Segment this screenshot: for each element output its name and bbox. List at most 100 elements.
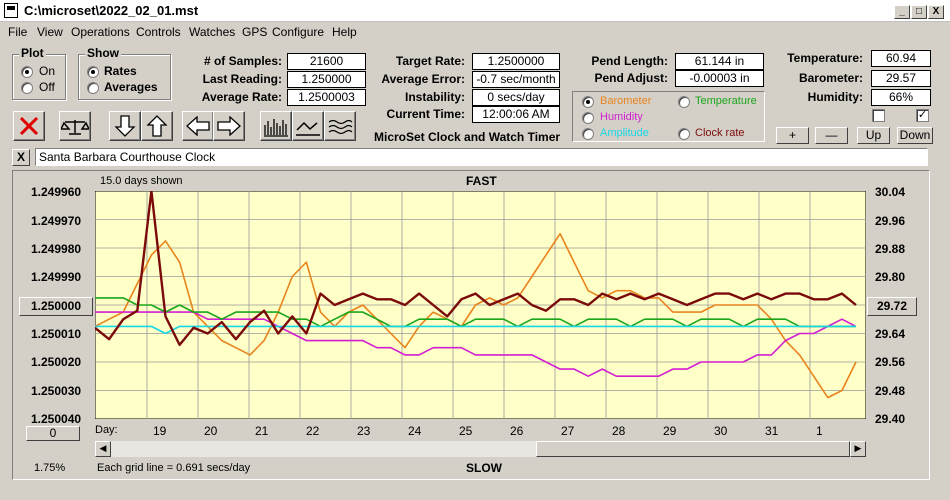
arrow-down-icon [114, 115, 136, 137]
days-shown-label: 15.0 days shown [100, 175, 183, 187]
x-tick-label: 27 [561, 424, 575, 438]
temperature-field: 60.94 [871, 50, 931, 67]
plot-off-label: Off [39, 80, 55, 94]
left-tick-2: 1.249980 [31, 242, 82, 256]
app-icon[interactable] [4, 3, 18, 18]
amplitude-radio[interactable] [582, 128, 594, 140]
right-tick-6: 29.56 [875, 355, 906, 369]
show-group-title: Show [85, 46, 121, 60]
plot-on-radio[interactable] [21, 66, 33, 78]
series-select-box: Barometer Temperature Humidity Amplitude… [572, 91, 765, 142]
menu-configure[interactable]: Configure [272, 25, 325, 39]
down-arrow-button[interactable] [109, 111, 141, 141]
balance-button[interactable] [59, 111, 91, 141]
chart-scrollbar[interactable]: ◀ ▶ [95, 441, 866, 457]
title-bar: C:\microset\2022_02_01.mst _ □ X [0, 0, 950, 22]
series-line-temperature [95, 297, 856, 328]
menu-controls[interactable]: Controls [136, 25, 181, 39]
up-button[interactable]: Up [857, 127, 890, 144]
balance-icon [61, 120, 89, 135]
left-tick-3: 1.249990 [31, 270, 82, 284]
bar-graph-icon [264, 119, 288, 137]
series-line-clock-rate [95, 191, 857, 347]
rate-chart[interactable] [95, 191, 866, 419]
pend-adjust-field: -0.00003 in [675, 70, 764, 87]
delete-button[interactable] [13, 111, 45, 141]
clock-name-field[interactable]: Santa Barbara Courthouse Clock [35, 148, 928, 166]
option-checkbox-1[interactable] [872, 109, 885, 122]
x-tick-label: 1 [816, 424, 823, 438]
humidity-radio[interactable] [582, 112, 594, 124]
right-center-button[interactable]: 29.72 [867, 297, 917, 316]
maximize-button[interactable]: □ [911, 5, 927, 19]
plot-group: Plot On Off [12, 46, 66, 100]
temperature-label: Temperature: [787, 51, 863, 65]
menu-help[interactable]: Help [332, 25, 357, 39]
minimize-button[interactable]: _ [894, 5, 910, 19]
wave-icon [328, 119, 353, 135]
humidity-option-label: Humidity [600, 111, 643, 123]
average-rate-field: 1.2500003 [287, 89, 366, 106]
app-caption: MicroSet Clock and Watch Timer [374, 130, 561, 144]
menu-file[interactable]: File [8, 25, 28, 39]
down-button[interactable]: Down [897, 127, 933, 144]
left-center-button[interactable]: 1.250000 [19, 297, 93, 316]
last-reading-field: 1.250000 [287, 71, 366, 88]
option-checkbox-2[interactable]: ✓ [916, 109, 929, 122]
barometer-radio[interactable] [582, 96, 594, 108]
average-error-field: -0.7 sec/month [472, 71, 560, 88]
temperature-radio[interactable] [678, 96, 690, 108]
instability-field: 0 secs/day [472, 89, 560, 106]
barometer-field: 29.57 [871, 70, 931, 87]
arrow-right-icon [217, 116, 241, 136]
menu-operations[interactable]: Operations [71, 25, 130, 39]
right-tick-2: 29.88 [875, 242, 906, 256]
scroll-right-button[interactable]: ▶ [850, 441, 866, 457]
clear-clock-button[interactable]: X [12, 149, 30, 166]
series-line-barometer [95, 232, 857, 399]
show-rates-radio[interactable] [87, 66, 99, 78]
x-tick-label: 26 [510, 424, 524, 438]
show-averages-label: Averages [104, 80, 158, 94]
x-tick-label: 19 [153, 424, 167, 438]
line-graph-icon [296, 121, 320, 136]
left-tick-7: 1.250030 [31, 384, 82, 398]
pend-adjust-label: Pend Adjust: [594, 71, 668, 85]
right-tick-8: 29.40 [875, 412, 906, 426]
clock-rate-option-label: Clock rate [695, 127, 745, 139]
left-arrow-button[interactable] [182, 111, 214, 141]
menu-gps[interactable]: GPS [242, 25, 268, 39]
right-tick-5: 29.64 [875, 327, 906, 341]
line-graph-button[interactable] [292, 111, 324, 141]
up-arrow-button[interactable] [141, 111, 173, 141]
scroll-thumb[interactable] [536, 441, 850, 457]
arrow-up-icon [146, 115, 168, 137]
menu-watches[interactable]: Watches [189, 25, 236, 39]
plus-button[interactable]: + [776, 127, 809, 144]
temperature-option-label: Temperature [695, 95, 757, 107]
average-rate-label: Average Rate: [201, 90, 282, 104]
pend-length-field: 61.144 in [675, 53, 764, 70]
right-arrow-button[interactable] [213, 111, 245, 141]
menu-bar: File View Operations Controls Watches GP… [0, 22, 950, 42]
bar-graph-button[interactable] [260, 111, 292, 141]
show-averages-radio[interactable] [87, 82, 99, 94]
close-button[interactable]: X [928, 5, 944, 19]
plot-off-radio[interactable] [21, 82, 33, 94]
wave-graph-button[interactable] [324, 111, 356, 141]
humidity-field: 66% [871, 89, 931, 106]
percent-label: 1.75% [34, 462, 66, 474]
x-tick-label: 25 [459, 424, 473, 438]
amplitude-option-label: Amplitude [600, 127, 649, 139]
x-tick-label: 22 [306, 424, 320, 438]
show-rates-label: Rates [104, 64, 137, 78]
minus-button[interactable]: — [815, 127, 848, 144]
scroll-track[interactable] [111, 441, 536, 457]
menu-view[interactable]: View [37, 25, 63, 39]
left-bottom-button[interactable]: 0 [26, 426, 80, 441]
clock-rate-radio[interactable] [678, 128, 690, 140]
scroll-left-button[interactable]: ◀ [95, 441, 111, 457]
target-rate-field[interactable]: 1.2500000 [472, 53, 560, 70]
window-title: C:\microset\2022_02_01.mst [24, 3, 199, 18]
left-tick-0: 1.249960 [31, 185, 82, 199]
